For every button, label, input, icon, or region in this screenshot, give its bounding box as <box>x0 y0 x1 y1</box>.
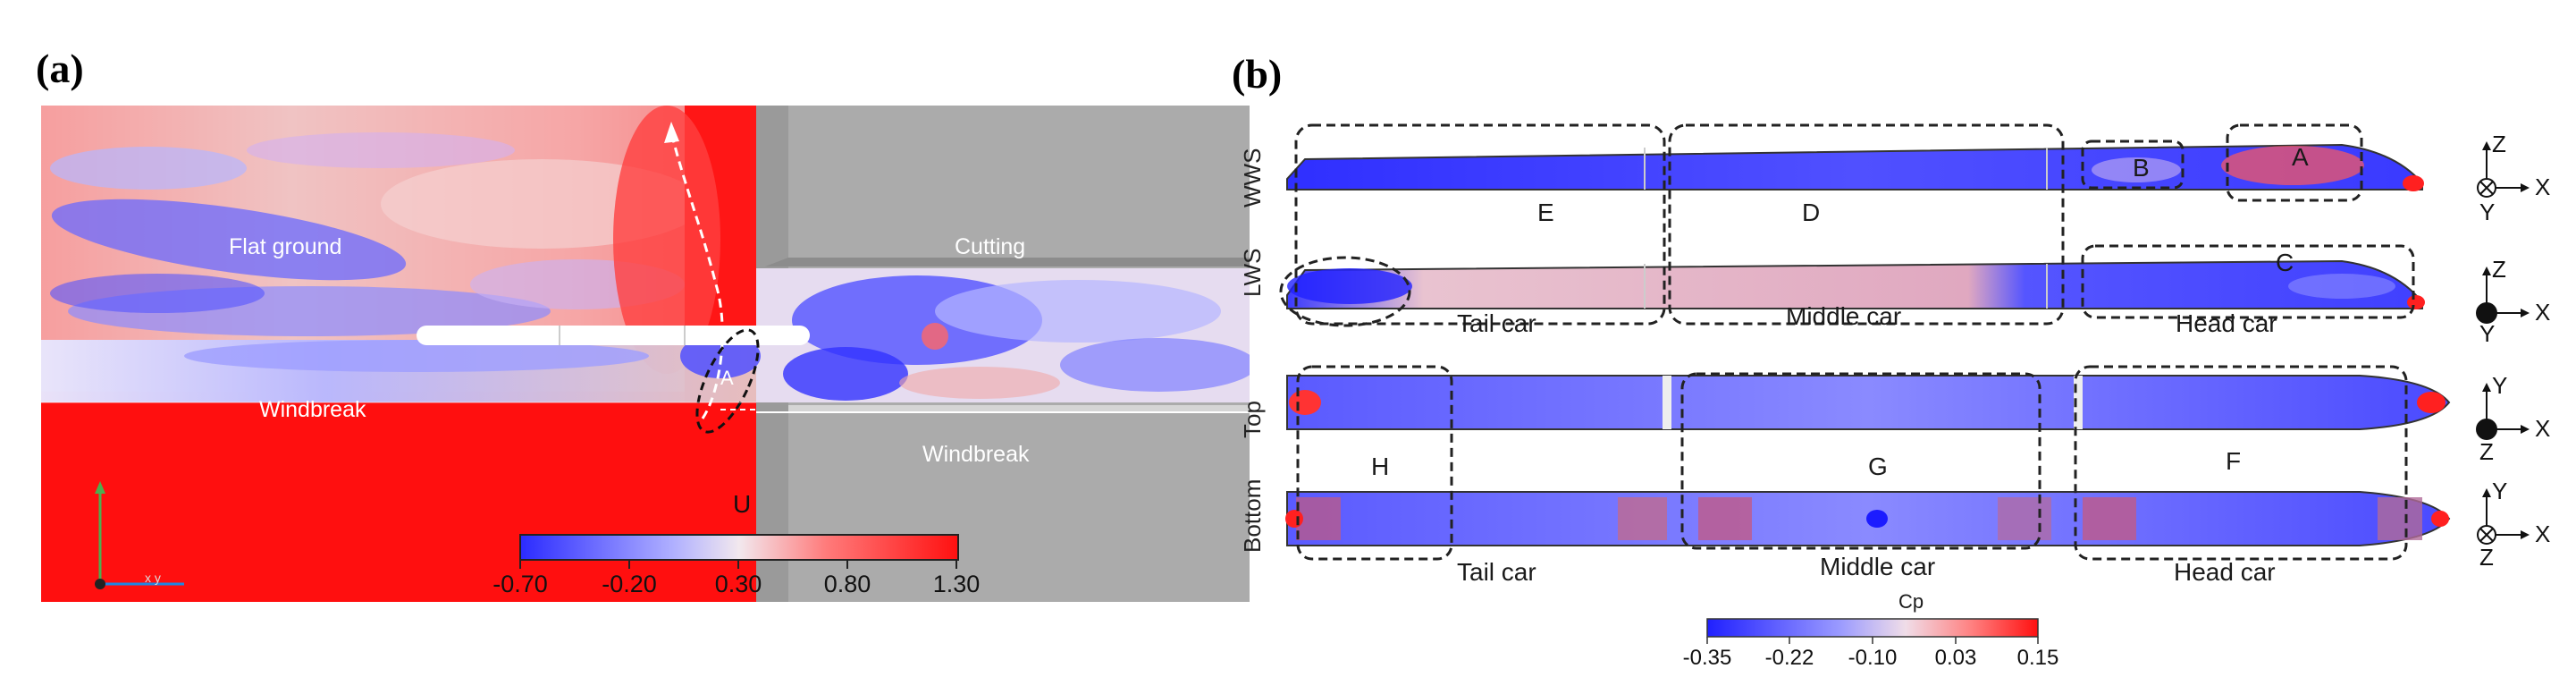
region-letter-f: F <box>2226 447 2242 475</box>
cbar-a-tick-1: -0.70 <box>492 571 548 597</box>
triad-bottom-x: X <box>2535 520 2551 547</box>
region-letter-c: C <box>2276 249 2294 276</box>
cbar-b-title: Cp <box>1898 590 1924 613</box>
cbar-b-tick-3: -0.10 <box>1848 646 1898 670</box>
triad-wws-x: X <box>2535 174 2551 200</box>
car-label-middle-upper: Middle car <box>1786 302 1902 330</box>
region-letter-a: A <box>2292 143 2309 171</box>
panel-b-region-boxes <box>1279 123 2415 561</box>
triad-top-z: Z <box>2479 438 2494 465</box>
view-label-top: Top <box>1239 401 1266 438</box>
car-label-head-upper: Head car <box>2176 309 2277 337</box>
view-label-wws: WWS <box>1239 148 1266 207</box>
triad-lws-x: X <box>2535 299 2551 326</box>
triad-lws-z: Z <box>2492 256 2506 283</box>
cutting-label: Cutting <box>955 234 1026 259</box>
triad-wws-z: Z <box>2492 131 2506 157</box>
view-label-bottom: Bottom <box>1239 478 1266 553</box>
axes-xy-label: x y <box>145 571 161 585</box>
cbar-b-tick-1: -0.35 <box>1682 646 1732 670</box>
panel-b-colorbar <box>1706 618 2039 644</box>
wind-u-label: U <box>733 490 752 518</box>
car-label-middle-lower: Middle car <box>1820 553 1936 580</box>
panel-a-contour-plot <box>41 106 1250 602</box>
region-letter-b: B <box>2133 154 2150 182</box>
panel-a-label: (a) <box>36 46 84 91</box>
cbar-a-tick-2: -0.20 <box>602 571 657 597</box>
triad-wws-y: Y <box>2479 199 2496 225</box>
view-label-lws: LWS <box>1239 248 1266 297</box>
triad-top-y: Y <box>2492 372 2508 399</box>
cbar-b-tick-5: 0.15 <box>2016 646 2059 670</box>
car-label-head-lower: Head car <box>2174 558 2276 586</box>
cbar-a-tick-3: 0.30 <box>714 571 762 597</box>
panel-a-colorbar <box>519 534 959 569</box>
triad-bottom-z: Z <box>2479 544 2494 571</box>
region-letter-e: E <box>1537 199 1554 226</box>
cbar-b-tick-2: -0.22 <box>1764 646 1814 670</box>
cbar-b-tick-4: 0.03 <box>1934 646 1977 670</box>
flat-ground-label: Flat ground <box>229 234 342 259</box>
marker-a-label: A <box>720 367 734 389</box>
car-label-tail-lower: Tail car <box>1457 558 1536 586</box>
triad-lws-y: Y <box>2479 320 2496 347</box>
cbar-a-tick-4: 0.80 <box>823 571 871 597</box>
region-letter-g: G <box>1868 453 1888 480</box>
windbreak-left-label: Windbreak <box>259 397 366 422</box>
triad-bottom-y: Y <box>2492 478 2508 504</box>
panel-b-train-surfaces <box>1285 143 2451 546</box>
windbreak-right-label: Windbreak <box>922 442 1030 467</box>
region-letter-d: D <box>1802 199 1821 226</box>
panel-b-label: (b) <box>1232 51 1283 97</box>
car-label-tail-upper: Tail car <box>1457 309 1536 337</box>
panel-b-axis-triads <box>2476 141 2530 545</box>
cbar-a-tick-5: 1.30 <box>932 571 981 597</box>
region-letter-h: H <box>1371 453 1390 480</box>
triad-top-x: X <box>2535 415 2551 442</box>
